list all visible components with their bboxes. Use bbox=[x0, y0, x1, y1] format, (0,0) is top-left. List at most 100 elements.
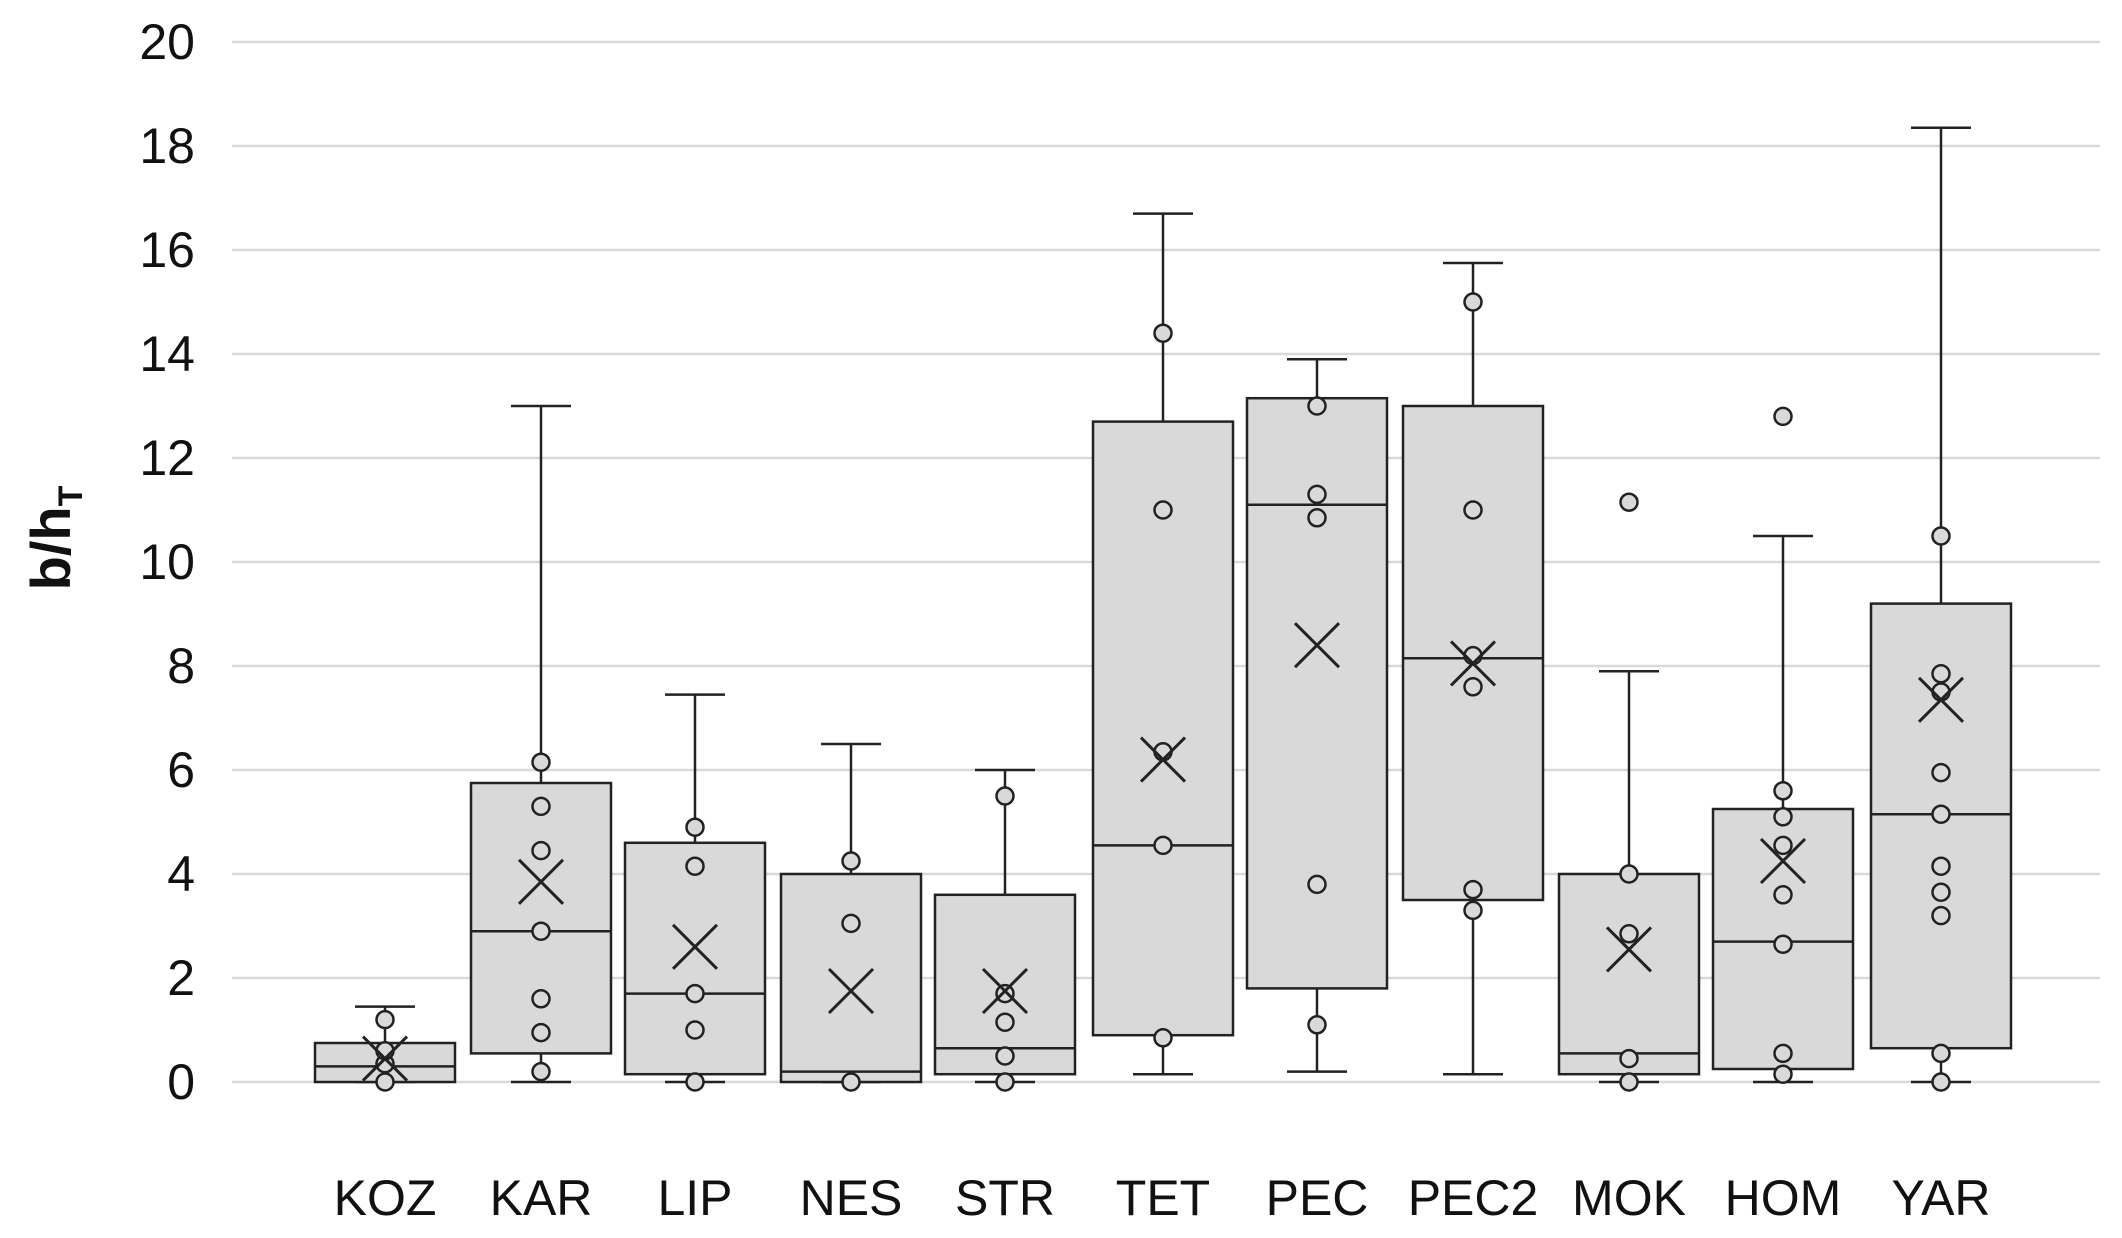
data-point bbox=[1773, 1064, 1793, 1084]
data-point bbox=[1931, 882, 1951, 902]
data-point bbox=[841, 1072, 861, 1092]
boxes bbox=[313, 126, 2013, 1092]
mean-marker bbox=[827, 967, 875, 1015]
y-tick-label-14: 14 bbox=[139, 326, 195, 382]
data-point bbox=[1773, 781, 1793, 801]
data-point bbox=[1773, 1043, 1793, 1064]
data-point bbox=[531, 796, 551, 817]
data-point bbox=[1619, 492, 1639, 512]
y-tick-label-18: 18 bbox=[139, 118, 195, 174]
data-point bbox=[1931, 526, 1951, 546]
data-point bbox=[685, 1020, 705, 1040]
mean-marker bbox=[361, 1035, 409, 1082]
box-group-tet bbox=[1091, 212, 1235, 1076]
mean-marker bbox=[671, 923, 719, 970]
mean-marker bbox=[1449, 640, 1497, 687]
mean-marker bbox=[1759, 837, 1807, 885]
mean-marker-stroke-b bbox=[1759, 837, 1807, 885]
mean-marker bbox=[981, 967, 1029, 1015]
y-tick-label-6: 6 bbox=[167, 742, 195, 798]
box-group-pec2 bbox=[1401, 261, 1545, 1076]
y-tick-label-2: 2 bbox=[167, 950, 195, 1006]
data-point bbox=[1307, 1015, 1327, 1035]
data-point bbox=[1153, 500, 1173, 520]
data-point bbox=[685, 983, 705, 1004]
box-group-yar bbox=[1869, 126, 2013, 1092]
y-tick-label-16: 16 bbox=[139, 222, 195, 278]
data-point bbox=[685, 1072, 705, 1092]
data-point bbox=[375, 1009, 395, 1030]
mean-marker-stroke-b bbox=[1605, 926, 1653, 973]
y-tick-label-8: 8 bbox=[167, 638, 195, 694]
category-label-yar: YAR bbox=[1891, 1170, 1990, 1226]
data-point bbox=[685, 817, 705, 837]
data-point bbox=[375, 1072, 395, 1092]
mean-marker-stroke-b bbox=[517, 858, 565, 905]
data-point bbox=[1773, 406, 1793, 427]
data-point bbox=[841, 913, 861, 934]
data-point bbox=[1931, 804, 1951, 824]
category-label-koz: KOZ bbox=[334, 1170, 437, 1226]
mean-marker bbox=[1917, 676, 1965, 723]
data-point bbox=[1619, 1072, 1639, 1092]
y-axis-title-main: b/h bbox=[19, 506, 82, 590]
mean-marker bbox=[1293, 622, 1341, 669]
mean-marker bbox=[1605, 926, 1653, 973]
box-group-kar bbox=[469, 404, 613, 1084]
data-point bbox=[1463, 500, 1483, 520]
y-axis-title-subscript: T bbox=[52, 485, 90, 506]
box-tet bbox=[1091, 420, 1235, 1037]
mean-marker-stroke-b bbox=[981, 967, 1029, 1015]
mean-marker bbox=[1139, 736, 1187, 783]
box-group-pec bbox=[1245, 357, 1389, 1073]
data-point bbox=[1153, 323, 1173, 343]
mean-marker-stroke-b bbox=[1139, 736, 1187, 783]
y-tick-label-10: 10 bbox=[139, 534, 195, 590]
category-label-mok: MOK bbox=[1572, 1170, 1686, 1226]
data-point bbox=[1931, 905, 1951, 926]
category-label-lip: LIP bbox=[657, 1170, 732, 1226]
box-group-koz bbox=[313, 1005, 457, 1092]
data-point bbox=[531, 921, 551, 941]
category-label-pec2: PEC2 bbox=[1408, 1170, 1539, 1226]
data-point bbox=[1931, 762, 1951, 783]
data-point bbox=[1773, 835, 1793, 856]
box-group-lip bbox=[623, 693, 767, 1092]
y-tick-label-12: 12 bbox=[139, 430, 195, 486]
box-kar bbox=[469, 781, 613, 1055]
data-point bbox=[1307, 508, 1327, 528]
y-axis-title: b/hT bbox=[19, 485, 90, 590]
box-group-str bbox=[933, 768, 1077, 1092]
data-point bbox=[1307, 484, 1327, 505]
data-point bbox=[841, 851, 861, 871]
data-point bbox=[1773, 807, 1793, 827]
category-label-hom: HOM bbox=[1725, 1170, 1842, 1226]
data-point bbox=[1619, 1048, 1639, 1069]
data-point bbox=[1463, 677, 1483, 697]
data-point bbox=[1307, 396, 1327, 416]
data-point bbox=[685, 856, 705, 876]
mean-marker-stroke-b bbox=[1293, 622, 1341, 669]
y-tick-label-20: 20 bbox=[139, 14, 195, 70]
box-group-nes bbox=[779, 742, 923, 1092]
data-point bbox=[531, 989, 551, 1009]
box-mok bbox=[1557, 872, 1701, 1076]
data-point bbox=[1773, 885, 1793, 905]
data-point bbox=[995, 1012, 1015, 1032]
data-point bbox=[1463, 879, 1483, 900]
data-point bbox=[1463, 900, 1483, 921]
mean-marker-stroke-b bbox=[361, 1035, 409, 1082]
data-point bbox=[995, 1072, 1015, 1092]
box-group-hom bbox=[1711, 406, 1855, 1084]
mean-marker-stroke-b bbox=[1449, 640, 1497, 687]
data-point bbox=[1463, 292, 1483, 312]
data-point bbox=[1773, 934, 1793, 954]
data-point bbox=[1931, 1043, 1951, 1064]
data-point bbox=[1307, 874, 1327, 895]
y-tick-label-4: 4 bbox=[167, 846, 195, 902]
data-point bbox=[1931, 664, 1951, 684]
mean-marker-stroke-b bbox=[671, 923, 719, 970]
data-point bbox=[995, 1046, 1015, 1066]
category-label-nes: NES bbox=[800, 1170, 903, 1226]
